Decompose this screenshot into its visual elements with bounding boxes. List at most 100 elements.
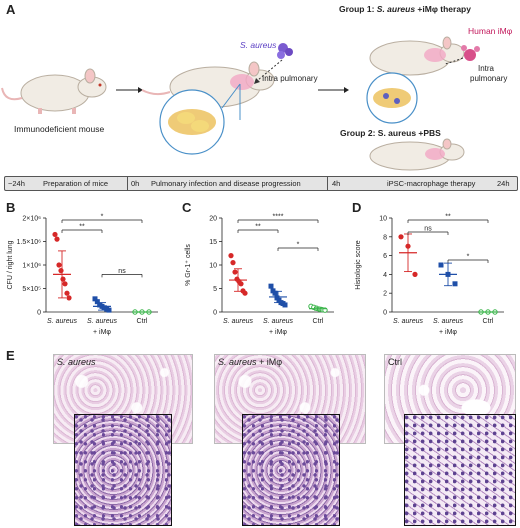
bacteria-icon xyxy=(277,43,293,59)
intra-pulmonary-label: Intra pulmonary xyxy=(262,74,318,83)
panel-letter-b: B xyxy=(6,200,16,215)
y-tick-label: 0 xyxy=(37,310,41,317)
x-category-subcaption: + iMφ xyxy=(93,329,111,336)
data-point xyxy=(60,276,66,282)
group1-prefix: Group 1: xyxy=(339,4,377,14)
mouse-label: Immunodeficient mouse xyxy=(14,124,105,134)
data-point xyxy=(268,283,274,289)
data-point xyxy=(92,296,98,302)
y-axis-label: % Gr-1⁺ cells xyxy=(185,244,192,286)
y-tick-label: 0 xyxy=(213,310,217,317)
y-tick-label: 1×10⁶ xyxy=(22,263,41,270)
y-tick-label: 10 xyxy=(209,263,217,270)
micrograph-title-1: S. aureus + iMφ xyxy=(218,357,282,367)
y-axis-label: Histologic score xyxy=(355,240,362,290)
x-category-subcaption: + iMφ xyxy=(439,329,457,336)
data-point xyxy=(56,262,62,268)
x-category-label: S. aureus xyxy=(263,318,293,325)
y-axis-label: CFU / right lung xyxy=(7,240,14,289)
panel-a-illustration xyxy=(1,36,480,171)
data-point xyxy=(230,260,236,266)
timeline-label-1: Pulmonary infection and disease progress… xyxy=(151,179,301,188)
panel-letter-e: E xyxy=(6,348,15,363)
data-point xyxy=(58,268,64,274)
panel-letter-d: D xyxy=(352,200,362,215)
group2-mouse-illustration xyxy=(369,138,465,171)
chart-gr1: 0 5 10 15 20 % Gr-1⁺ cells S. aureus S. aureus C… xyxy=(185,214,334,336)
data-point xyxy=(398,234,404,240)
data-point xyxy=(62,281,68,287)
group2-label: Group 2: S. aureus +PBS xyxy=(340,128,441,138)
micrograph-saureus-imphi-inset xyxy=(242,414,340,526)
data-point xyxy=(228,253,234,259)
data-point xyxy=(66,295,72,301)
timeline-time-1: 0h xyxy=(131,179,140,188)
timeline-time-0: −24h xyxy=(8,179,25,188)
x-category-label: S. aureus xyxy=(47,318,77,325)
significance-label: ** xyxy=(255,224,261,231)
significance-label: * xyxy=(297,242,300,249)
y-tick-label: 2 xyxy=(383,291,387,298)
y-tick-label: 8 xyxy=(383,234,387,241)
macrophage-icon xyxy=(461,45,480,61)
data-point xyxy=(412,271,418,277)
y-tick-label: 5×10⁵ xyxy=(22,286,41,293)
y-tick-label: 5 xyxy=(213,286,217,293)
data-point xyxy=(272,290,278,296)
data-point xyxy=(282,302,288,308)
data-point xyxy=(238,281,244,287)
x-category-label: Ctrl xyxy=(137,318,148,325)
significance-label: **** xyxy=(273,214,284,221)
micrograph-title-2-rest: Ctrl xyxy=(388,357,402,367)
x-category-subcaption: + iMφ xyxy=(269,329,287,336)
chart-cfu: 0 5×10⁵ 1×10⁶ 1.5×10⁶ 2×10⁶ CFU / right lung S… xyxy=(7,214,158,336)
micrograph-title-1-rest: + iMφ xyxy=(256,357,283,367)
timeline-time-3: 24h xyxy=(497,179,510,188)
y-tick-label: 2×10⁶ xyxy=(22,216,41,223)
significance-label: * xyxy=(101,214,104,221)
micrograph-title-0: S. aureus xyxy=(57,357,96,367)
intra2-line2: pulmonary xyxy=(470,74,508,83)
data-point xyxy=(452,281,458,287)
y-tick-label: 15 xyxy=(209,239,217,246)
data-point xyxy=(242,290,248,296)
x-category-label: S. aureus xyxy=(223,318,253,325)
timeline-time-2: 4h xyxy=(332,179,341,188)
micrograph-title-1-italic: S. aureus xyxy=(218,357,257,367)
x-category-label: S. aureus xyxy=(87,318,117,325)
group1-mouse-illustration xyxy=(369,36,465,76)
significance-label: ns xyxy=(424,226,432,233)
experiment-timeline: −24h Preparation of mice 0h Pulmonary in… xyxy=(4,176,518,191)
group1-suffix: +iMφ therapy xyxy=(415,4,471,14)
y-tick-label: 1.5×10⁶ xyxy=(17,239,42,246)
data-point xyxy=(64,290,70,296)
group1-label: Group 1: S. aureus +iMφ therapy xyxy=(339,4,471,14)
panel-letter-a: A xyxy=(6,2,16,17)
mouse-illustration xyxy=(1,68,107,114)
x-category-label: S. aureus xyxy=(433,318,463,325)
micrograph-title-2: Ctrl xyxy=(388,357,402,367)
micrograph-saureus-inset xyxy=(74,414,172,526)
significance-label: * xyxy=(467,254,470,261)
data-point xyxy=(232,269,238,275)
significance-label: ** xyxy=(445,214,451,221)
intra2-line1: Intra xyxy=(478,64,495,73)
timeline-label-0: Preparation of mice xyxy=(43,179,109,188)
chart-histology: 0 2 4 6 8 10 Histologic score S. aureus S. aureu… xyxy=(355,214,504,336)
x-category-label: S. aureus xyxy=(393,318,423,325)
data-point xyxy=(52,231,58,238)
human-imphi-label: Human iMφ xyxy=(468,26,513,36)
y-tick-label: 6 xyxy=(383,253,387,260)
panel-letter-c: C xyxy=(182,200,192,215)
group1-italic: S. aureus xyxy=(376,4,416,14)
x-category-label: Ctrl xyxy=(313,318,324,325)
data-point xyxy=(438,262,444,268)
y-tick-label: 0 xyxy=(383,310,387,317)
micrograph-ctrl-inset xyxy=(404,414,516,526)
significance-label: ns xyxy=(118,268,126,275)
data-point xyxy=(94,299,100,305)
timeline-label-2: iPSC-macrophage therapy xyxy=(387,179,476,188)
bacteria-label: S. aureus xyxy=(240,40,277,50)
significance-label: ** xyxy=(79,224,85,231)
y-tick-label: 10 xyxy=(379,216,387,223)
